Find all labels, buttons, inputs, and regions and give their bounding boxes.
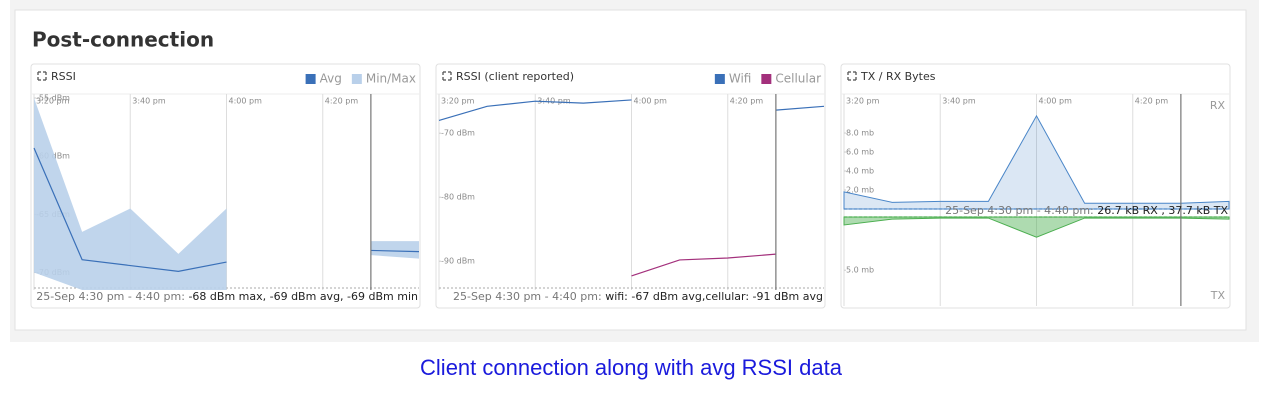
x-tick-label: 3:40 pm bbox=[537, 97, 571, 106]
legend-swatch bbox=[714, 74, 725, 84]
y2-tick-label: 5.0 mb bbox=[846, 266, 874, 275]
tooltip-value: wifi: -67 dBm avg,cellular: -91 dBm avg bbox=[605, 290, 823, 303]
tooltip-label: 25-Sep 4:30 pm - 4:40 pm: bbox=[36, 290, 188, 303]
series-label: RX bbox=[1210, 99, 1226, 112]
chart-card bbox=[435, 63, 826, 309]
y-tick-label: 4.0 mb bbox=[846, 167, 874, 176]
series-area bbox=[843, 114, 1230, 210]
min-max-band bbox=[370, 241, 419, 259]
series-area bbox=[843, 216, 1230, 238]
x-tick-label: 4:20 pm bbox=[730, 97, 764, 106]
legend-label: Wifi bbox=[729, 72, 752, 86]
legend-label: Cellular bbox=[775, 72, 821, 86]
series-line bbox=[438, 99, 825, 121]
x-tick-label: 4:00 pm bbox=[634, 97, 668, 106]
caption: Client connection along with avg RSSI da… bbox=[420, 355, 843, 380]
tooltip-label: 25-Sep 4:30 pm - 4:40 pm: bbox=[453, 290, 605, 303]
legend-swatch bbox=[351, 74, 362, 84]
x-tick-label: 3:20 pm bbox=[846, 97, 880, 106]
chart-title: RSSI bbox=[51, 70, 76, 83]
x-tick-label: 4:20 pm bbox=[1135, 97, 1169, 106]
legend-swatch bbox=[761, 74, 772, 84]
tooltip: 25-Sep 4:30 pm - 4:40 pm: wifi: -67 dBm … bbox=[453, 290, 823, 303]
x-tick-label: 3:20 pm bbox=[441, 97, 475, 106]
series-line bbox=[631, 253, 776, 277]
chart-title: TX / RX Bytes bbox=[860, 70, 936, 83]
section-heading: Post-connection bbox=[32, 28, 214, 52]
y-tick-label: 6.0 mb bbox=[846, 148, 874, 157]
x-tick-label: 4:00 pm bbox=[229, 97, 263, 106]
tooltip: 25-Sep 4:30 pm - 4:40 pm: 26.7 kB RX , 3… bbox=[945, 204, 1228, 217]
tooltip-label: 25-Sep 4:30 pm - 4:40 pm: bbox=[945, 204, 1097, 217]
y-tick-label: -90 dBm bbox=[441, 257, 475, 266]
x-tick-label: 3:40 pm bbox=[942, 97, 976, 106]
x-tick-label: 4:20 pm bbox=[325, 97, 359, 106]
x-tick-label: 3:20 pm bbox=[36, 97, 70, 106]
y-tick-label: 8.0 mb bbox=[846, 129, 874, 138]
chart-title: RSSI (client reported) bbox=[456, 70, 574, 83]
y-tick-label: -80 dBm bbox=[441, 193, 475, 202]
y-tick-label: 2.0 mb bbox=[846, 186, 874, 195]
tooltip: 25-Sep 4:30 pm - 4:40 pm: -68 dBm max, -… bbox=[36, 290, 418, 303]
legend-label: Min/Max bbox=[366, 72, 416, 86]
tooltip-value: -68 dBm max, -69 dBm avg, -69 dBm min bbox=[188, 290, 418, 303]
x-tick-label: 3:40 pm bbox=[132, 97, 166, 106]
y-tick-label: -55 dBm bbox=[36, 94, 70, 103]
x-tick-label: 4:00 pm bbox=[1039, 97, 1073, 106]
tooltip-value: 26.7 kB RX , 37.7 kB TX bbox=[1097, 204, 1228, 217]
legend-swatch bbox=[305, 74, 316, 84]
min-max-band bbox=[34, 98, 227, 290]
series-label: TX bbox=[1210, 289, 1226, 302]
y-tick-label: -70 dBm bbox=[441, 129, 475, 138]
series-line bbox=[33, 147, 420, 272]
legend-label: Avg bbox=[320, 72, 342, 86]
